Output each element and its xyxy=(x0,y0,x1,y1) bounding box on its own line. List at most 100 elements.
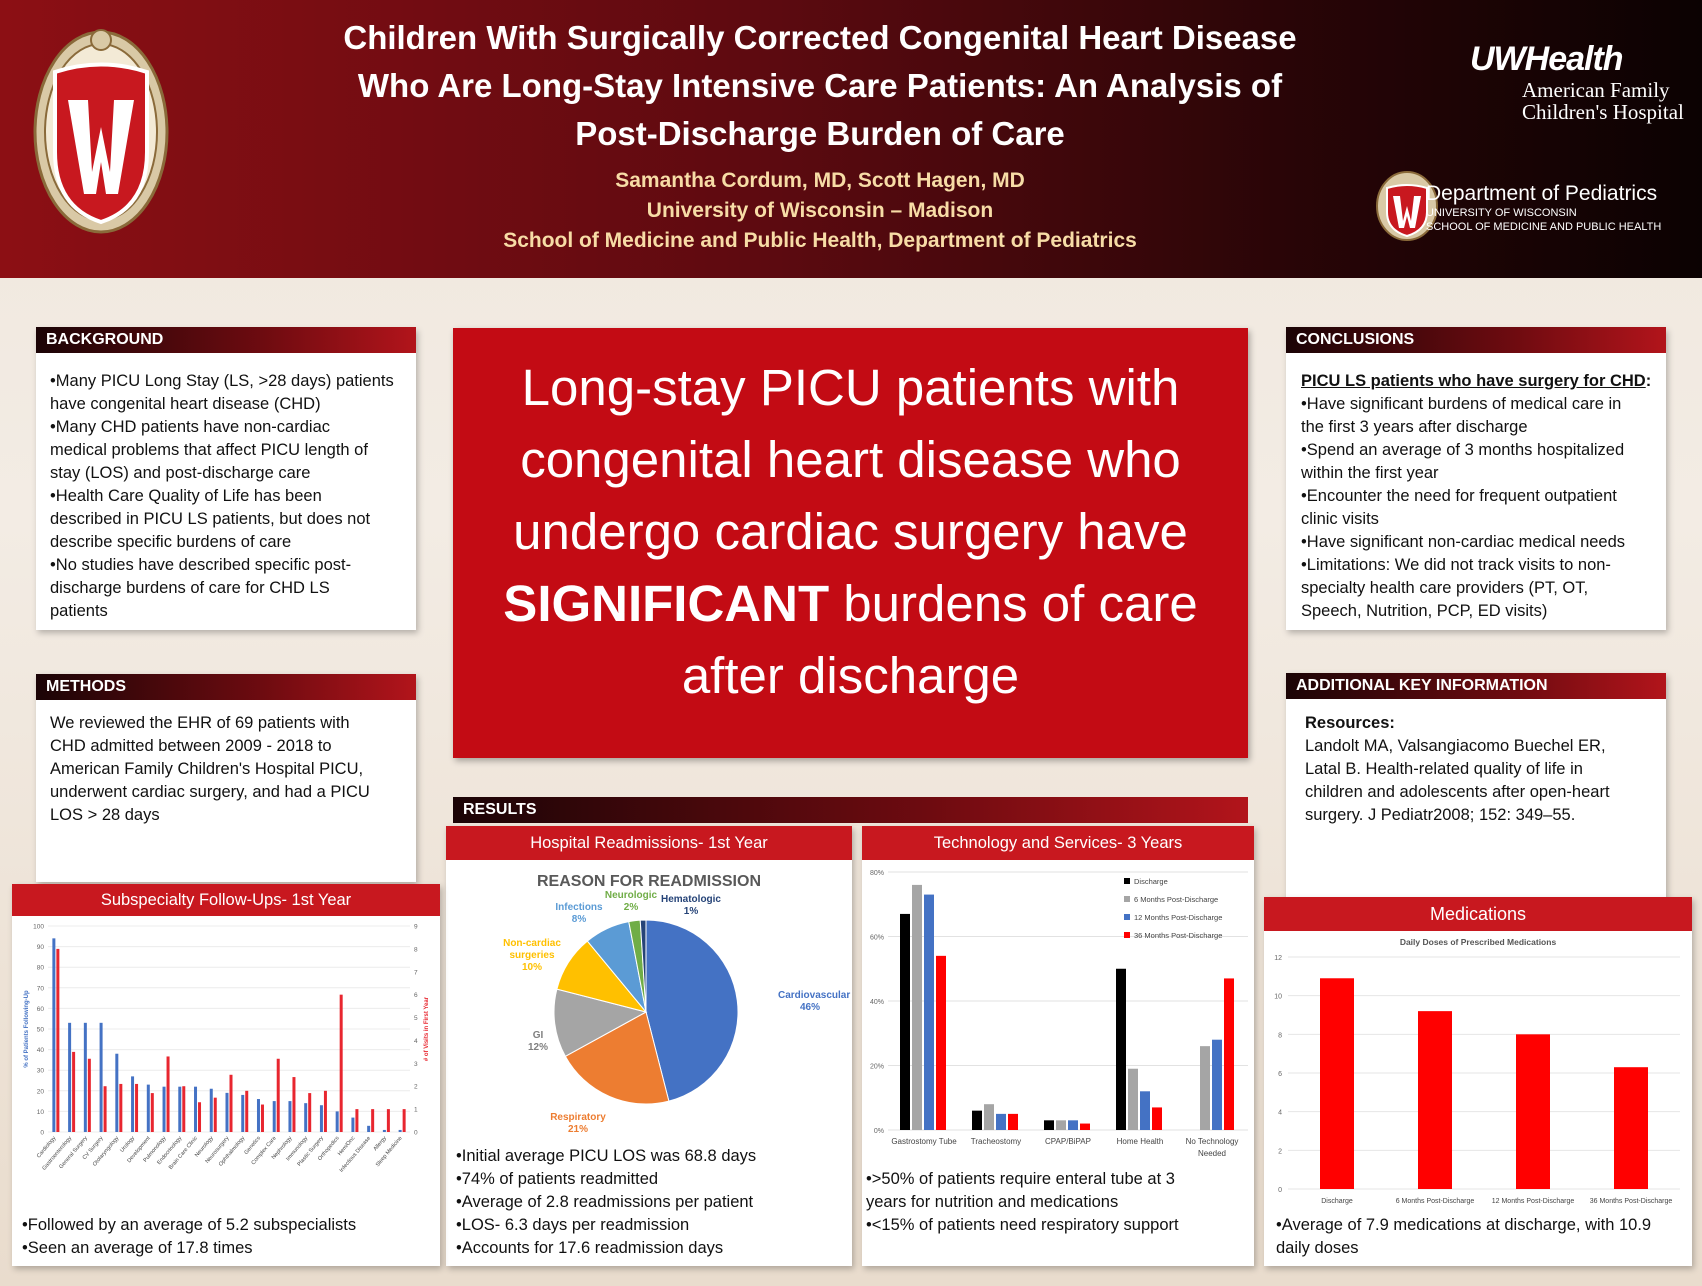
pie-label: Non-cardiac xyxy=(503,938,561,949)
legend-swatch xyxy=(1124,878,1130,884)
background-line: •Many PICU Long Stay (LS, >28 days) pati… xyxy=(50,372,394,390)
bar-visits xyxy=(323,1090,327,1132)
conclusions-subhead-line: PICU LS patients who have surgery for CH… xyxy=(1301,370,1661,393)
background-line: stay (LOS) and post-discharge care xyxy=(50,464,311,482)
y-tick-label: 40% xyxy=(870,999,884,1006)
y-right-tick-label: 6 xyxy=(414,992,418,999)
methods-line: We reviewed the EHR of 69 patients with xyxy=(50,714,350,732)
y-tick-label: 100 xyxy=(33,924,44,931)
key-message-line-5: after discharge xyxy=(681,647,1020,704)
x-tick-label: Discharge xyxy=(1321,1198,1353,1205)
bar-visits xyxy=(119,1083,123,1132)
bar-visits xyxy=(182,1086,186,1132)
bar xyxy=(996,1113,1006,1130)
dept-sub-2: SCHOOL OF MEDICINE AND PUBLIC HEALTH xyxy=(1426,221,1662,233)
bar xyxy=(984,1104,994,1130)
bar xyxy=(972,1110,982,1130)
key-message-line-4: SIGNIFICANT burdens of care xyxy=(453,568,1248,640)
bar-visits xyxy=(402,1109,406,1132)
y-right-tick-label: 3 xyxy=(414,1061,418,1068)
bar-percent xyxy=(131,1076,135,1132)
bar-percent xyxy=(335,1111,339,1132)
methods-line: underwent cardiac surgery, and had a PIC… xyxy=(50,783,370,801)
bar-percent xyxy=(382,1129,386,1132)
legend-swatch xyxy=(1124,932,1130,938)
y-tick-label: 6 xyxy=(1278,1071,1282,1078)
y-tick-label: 80% xyxy=(870,870,884,877)
conclusions-line: •Limitations: We did not track visits to… xyxy=(1301,556,1611,574)
readmissions-bullet: •Average of 2.8 readmissions per patient xyxy=(456,1193,754,1211)
additional-info-heading: ADDITIONAL KEY INFORMATION xyxy=(1286,673,1666,699)
title-line-1: Children With Surgically Corrected Conge… xyxy=(343,19,1297,56)
technology-bullet: years for nutrition and medications xyxy=(866,1193,1119,1211)
bar-percent xyxy=(209,1088,213,1132)
bar-percent xyxy=(146,1084,150,1132)
y-right-tick-label: 8 xyxy=(414,946,418,953)
bar-visits xyxy=(260,1104,264,1132)
bar-percent xyxy=(351,1117,355,1132)
pie-slice xyxy=(639,919,647,1013)
bar xyxy=(1116,968,1126,1130)
dept-logo-text: Department of Pediatrics UNIVERSITY OF W… xyxy=(1426,182,1661,234)
key-message-line-1: Long-stay PICU patients with xyxy=(521,359,1180,416)
bar xyxy=(1614,1067,1648,1189)
key-message-line-4-rest: burdens of care xyxy=(829,575,1198,632)
uw-health-sub-2: Children's Hospital xyxy=(1522,100,1684,124)
y-tick-label: 10 xyxy=(37,1109,45,1116)
bar xyxy=(1056,1120,1066,1130)
conclusions-text: PICU LS patients who have surgery for CH… xyxy=(1301,370,1661,623)
subspecialty-heading: Subspecialty Follow-Ups- 1st Year xyxy=(12,884,440,916)
results-heading: RESULTS xyxy=(453,797,1248,823)
title-line-3: Post-Discharge Burden of Care xyxy=(575,115,1065,152)
dept-crest-icon xyxy=(1376,171,1438,241)
bar xyxy=(1320,978,1354,1189)
y-tick-label: 12 xyxy=(1274,955,1282,962)
y-tick-label: 20% xyxy=(870,1064,884,1071)
conclusions-line: •Have significant non-cardiac medical ne… xyxy=(1301,533,1626,551)
legend-label: 6 Months Post-Discharge xyxy=(1134,895,1218,904)
methods-heading: METHODS xyxy=(36,674,416,700)
x-tick-label: 12 Months Post-Discharge xyxy=(1492,1198,1575,1205)
dept-name: Department of Pediatrics xyxy=(1426,182,1658,205)
y-tick-label: 70 xyxy=(37,985,45,992)
x-tick-label: Needed xyxy=(1198,1149,1226,1158)
bar-percent xyxy=(241,1094,245,1132)
bar-percent xyxy=(99,1022,103,1132)
legend-swatch xyxy=(1124,914,1130,920)
dept-sub-1: UNIVERSITY OF WISCONSIN xyxy=(1426,207,1577,219)
uw-health-brand: UWHealth xyxy=(1470,40,1624,78)
bar-percent xyxy=(398,1129,402,1132)
background-heading: BACKGROUND xyxy=(36,327,416,353)
bar xyxy=(1140,1091,1150,1130)
y-right-tick-label: 5 xyxy=(414,1015,418,1022)
bar xyxy=(900,913,910,1130)
medications-bullet: •Average of 7.9 medications at discharge… xyxy=(1276,1216,1652,1234)
y-tick-label: 0 xyxy=(40,1130,44,1137)
y-right-tick-label: 1 xyxy=(414,1107,418,1114)
bar-percent xyxy=(225,1092,229,1132)
pie-label: Respiratory xyxy=(550,1112,606,1123)
bar-visits xyxy=(87,1058,91,1132)
y-tick-label: 0% xyxy=(874,1128,884,1135)
x-tick-label: Tracheostomy xyxy=(971,1137,1021,1146)
bar-visits xyxy=(386,1109,390,1132)
bar-visits xyxy=(276,1058,280,1132)
y-right-tick-label: 2 xyxy=(414,1084,418,1091)
bar-visits xyxy=(135,1083,139,1132)
conclusions-line: •Encounter the need for frequent outpati… xyxy=(1301,487,1617,505)
conclusions-line: •Have significant burdens of medical car… xyxy=(1301,395,1622,413)
conclusions-line: •Spend an average of 3 months hospitaliz… xyxy=(1301,441,1625,459)
y-tick-label: 30 xyxy=(37,1068,45,1075)
y-right-axis-label: # of Visits in First Year xyxy=(424,996,430,1061)
background-line: •Health Care Quality of Life has been xyxy=(50,487,322,505)
legend-swatch xyxy=(1124,896,1130,902)
bar-percent xyxy=(304,1103,308,1132)
background-line: have congenital heart disease (CHD) xyxy=(50,395,321,413)
pie-slice xyxy=(645,919,739,1102)
pie-pct-label: 2% xyxy=(624,902,639,913)
subspecialty-bullets: •Followed by an average of 5.2 subspecia… xyxy=(22,1214,432,1260)
readmissions-bullet: •Accounts for 17.6 readmission days xyxy=(456,1239,724,1257)
readmissions-bullets: •Initial average PICU LOS was 68.8 days … xyxy=(456,1145,846,1260)
authors: Samantha Cordum, MD, Scott Hagen, MD xyxy=(615,169,1025,192)
